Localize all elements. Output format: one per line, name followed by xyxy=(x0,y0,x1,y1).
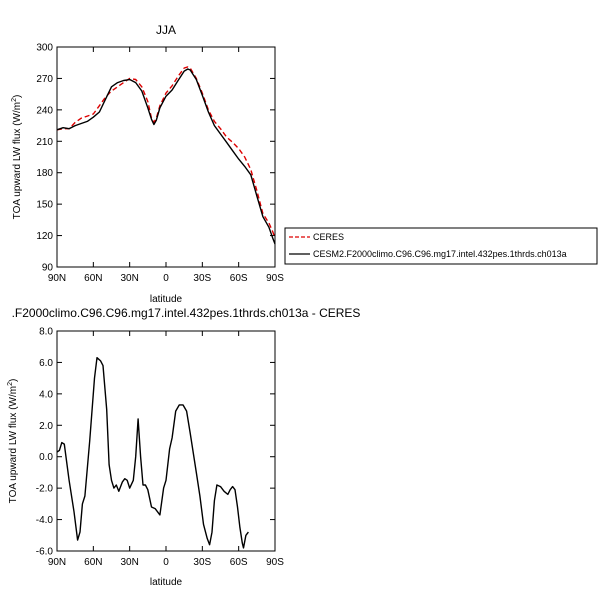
legend-label-model: CESM2.F2000climo.C96.C96.mg17.intel.432p… xyxy=(313,249,567,259)
top-series-group xyxy=(56,66,276,245)
bottom-x-tick-label: 30S xyxy=(193,557,211,568)
bottom-y-ticks: -6.0 -4.0 -2.0 0.0 2.0 4.0 6.0 8.0 xyxy=(36,327,275,558)
bottom-chart-panel: .F2000climo.C96.C96.mg17.intel.432pes.1t… xyxy=(7,306,360,588)
top-x-tick-label: 60S xyxy=(230,273,248,284)
bottom-y-tick-label: 0.0 xyxy=(39,452,53,463)
top-x-axis-label: latitude xyxy=(150,294,183,305)
bottom-x-tick-label: 90S xyxy=(266,557,284,568)
bottom-y-axis-label: TOA upward LW flux (W/m2) xyxy=(7,379,19,504)
top-y-axis-label-tail: ) xyxy=(12,95,23,98)
top-series-line-0 xyxy=(56,66,276,238)
bottom-series-group xyxy=(56,357,249,549)
top-x-tick-label: 30N xyxy=(120,273,138,284)
top-y-axis-label: TOA upward LW flux (W/m2) xyxy=(11,95,23,220)
bottom-series-line-0 xyxy=(56,357,249,549)
top-y-tick-label: 240 xyxy=(36,105,53,116)
bottom-y-tick-label: 8.0 xyxy=(39,327,53,338)
bottom-y-axis-label-sup: 2 xyxy=(7,382,14,386)
legend-label-ceres: CERES xyxy=(313,232,344,242)
bottom-y-tick-label: -2.0 xyxy=(36,484,54,495)
top-x-tick-label: 90S xyxy=(266,273,284,284)
bottom-chart-title: .F2000climo.C96.C96.mg17.intel.432pes.1t… xyxy=(12,306,361,320)
legend-box xyxy=(284,227,598,265)
top-x-tick-label: 30S xyxy=(193,273,211,284)
top-y-tick-label: 270 xyxy=(36,74,53,85)
bottom-x-tick-label: 90N xyxy=(48,557,66,568)
bottom-x-axis-label: latitude xyxy=(150,577,183,588)
bottom-y-tick-label: -6.0 xyxy=(36,547,54,558)
top-x-ticks: 90N 60N 30N 0 30S 60S 90S xyxy=(48,47,284,284)
top-chart-title: JJA xyxy=(156,23,176,37)
top-y-tick-label: 150 xyxy=(36,200,53,211)
bottom-y-axis-label-tail: ) xyxy=(8,379,19,382)
bottom-x-tick-label: 60N xyxy=(84,557,102,568)
bottom-x-tick-label: 0 xyxy=(163,557,169,568)
top-chart-panel: JJA 90 120 150 180 210 240 270 300 90N 60N 30N 0 30… xyxy=(11,23,598,305)
bottom-y-tick-label: 6.0 xyxy=(39,358,53,369)
bottom-y-axis-label-main: TOA upward LW flux (W/m xyxy=(8,386,19,503)
top-x-tick-label: 90N xyxy=(48,273,66,284)
top-y-ticks: 90 120 150 180 210 240 270 300 xyxy=(36,43,275,274)
top-y-tick-label: 300 xyxy=(36,43,53,54)
top-y-axis-label-main: TOA upward LW flux (W/m xyxy=(12,102,23,219)
bottom-x-tick-label: 30N xyxy=(120,557,138,568)
top-y-tick-label: 120 xyxy=(36,231,53,242)
legend: CERES CESM2.F2000climo.C96.C96.mg17.inte… xyxy=(284,227,598,265)
top-y-axis-label-sup: 2 xyxy=(11,98,18,102)
bottom-y-tick-label: 4.0 xyxy=(39,389,53,400)
bottom-y-tick-label: 2.0 xyxy=(39,421,53,432)
bottom-x-tick-label: 60S xyxy=(230,557,248,568)
top-x-tick-label: 60N xyxy=(84,273,102,284)
top-y-tick-label: 180 xyxy=(36,168,53,179)
top-series-line-1 xyxy=(56,68,276,245)
top-x-tick-label: 0 xyxy=(163,273,169,284)
top-y-tick-label: 210 xyxy=(36,137,53,148)
bottom-y-tick-label: -4.0 xyxy=(36,515,54,526)
top-y-tick-label: 90 xyxy=(42,263,54,274)
bottom-x-ticks: 90N 60N 30N 0 30S 60S 90S xyxy=(48,331,284,568)
